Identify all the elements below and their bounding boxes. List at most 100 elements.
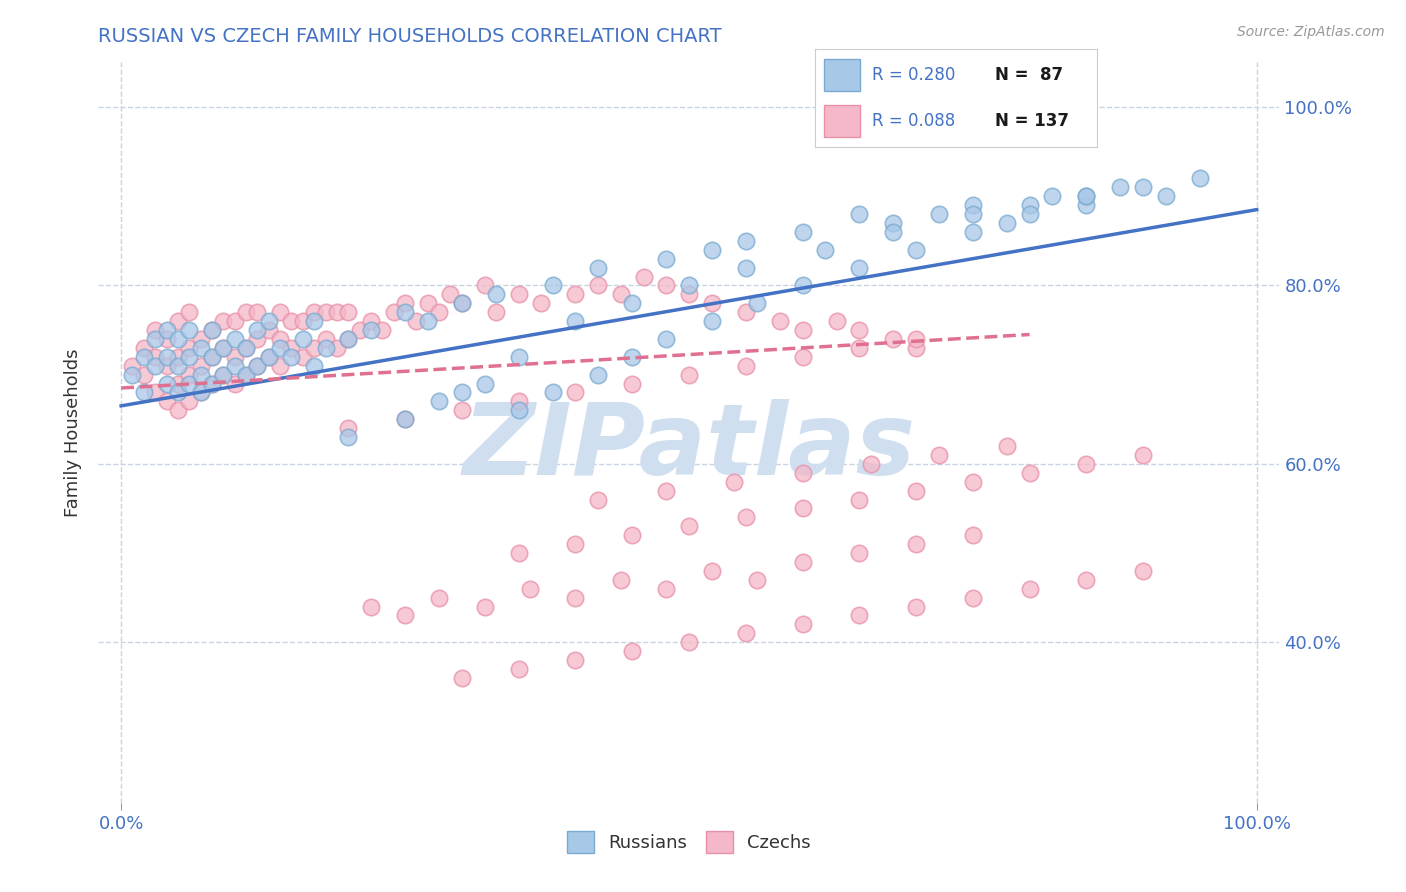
Point — [360, 599, 382, 614]
Point — [1154, 189, 1177, 203]
Point — [621, 376, 644, 391]
Point — [700, 243, 723, 257]
Point — [155, 376, 177, 391]
Point — [132, 350, 155, 364]
Point — [246, 323, 269, 337]
Point — [179, 368, 201, 382]
Point — [302, 305, 325, 319]
Point — [201, 350, 224, 364]
Point — [621, 296, 644, 310]
Point — [201, 376, 224, 391]
Point — [586, 260, 609, 275]
Point — [508, 350, 530, 364]
Point — [734, 359, 756, 373]
Point — [1076, 573, 1098, 587]
Point — [1076, 198, 1098, 212]
Point — [678, 287, 700, 301]
Point — [201, 376, 224, 391]
Point — [121, 368, 143, 382]
Point — [179, 394, 201, 409]
Point — [962, 225, 984, 239]
Point — [962, 528, 984, 542]
Point — [700, 564, 723, 578]
Point — [155, 332, 177, 346]
Point — [257, 350, 280, 364]
Point — [201, 323, 224, 337]
Point — [586, 492, 609, 507]
Point — [212, 314, 235, 328]
Point — [179, 323, 201, 337]
Point — [734, 260, 756, 275]
Point — [190, 385, 212, 400]
Point — [995, 216, 1018, 230]
Point — [167, 332, 190, 346]
Bar — [824, 105, 860, 137]
Point — [315, 332, 337, 346]
Point — [190, 385, 212, 400]
Point — [235, 341, 257, 355]
Point — [541, 278, 564, 293]
Point — [143, 359, 166, 373]
Point — [825, 314, 848, 328]
Point — [450, 403, 472, 417]
Text: ZIPatlas: ZIPatlas — [463, 399, 915, 496]
Point — [723, 475, 745, 489]
Point — [564, 385, 586, 400]
Point — [167, 385, 190, 400]
Point — [962, 207, 984, 221]
Point — [848, 260, 870, 275]
Point — [848, 492, 870, 507]
Point — [291, 314, 314, 328]
Point — [1018, 582, 1040, 596]
Point — [326, 305, 349, 319]
Point — [190, 341, 212, 355]
Point — [280, 314, 302, 328]
Point — [905, 341, 928, 355]
Point — [155, 394, 177, 409]
Point — [450, 385, 472, 400]
Point — [700, 296, 723, 310]
Point — [246, 359, 269, 373]
Text: R = 0.280: R = 0.280 — [872, 66, 955, 84]
Point — [143, 332, 166, 346]
Point — [508, 394, 530, 409]
Point — [564, 653, 586, 667]
Point — [508, 546, 530, 560]
Point — [450, 671, 472, 685]
Point — [700, 314, 723, 328]
Point — [541, 385, 564, 400]
Point — [678, 635, 700, 649]
Point — [257, 314, 280, 328]
Point — [167, 376, 190, 391]
Point — [155, 359, 177, 373]
Point — [734, 510, 756, 524]
Point — [928, 207, 950, 221]
Point — [427, 591, 450, 605]
Point — [1132, 564, 1154, 578]
Point — [427, 305, 450, 319]
Point — [167, 359, 190, 373]
Point — [257, 350, 280, 364]
Point — [257, 323, 280, 337]
Point — [143, 385, 166, 400]
Point — [280, 350, 302, 364]
Point — [132, 341, 155, 355]
Point — [246, 332, 269, 346]
Point — [905, 537, 928, 551]
Text: RUSSIAN VS CZECH FAMILY HOUSEHOLDS CORRELATION CHART: RUSSIAN VS CZECH FAMILY HOUSEHOLDS CORRE… — [98, 27, 723, 45]
Point — [1188, 171, 1211, 186]
Point — [508, 403, 530, 417]
Point — [905, 483, 928, 498]
Point — [394, 412, 416, 426]
Point — [678, 368, 700, 382]
Point — [564, 591, 586, 605]
Point — [485, 305, 508, 319]
Point — [143, 323, 166, 337]
Point — [882, 216, 904, 230]
Point — [882, 332, 904, 346]
Point — [995, 439, 1018, 453]
Text: Source: ZipAtlas.com: Source: ZipAtlas.com — [1237, 25, 1385, 39]
Point — [734, 305, 756, 319]
Point — [302, 314, 325, 328]
Point — [246, 305, 269, 319]
